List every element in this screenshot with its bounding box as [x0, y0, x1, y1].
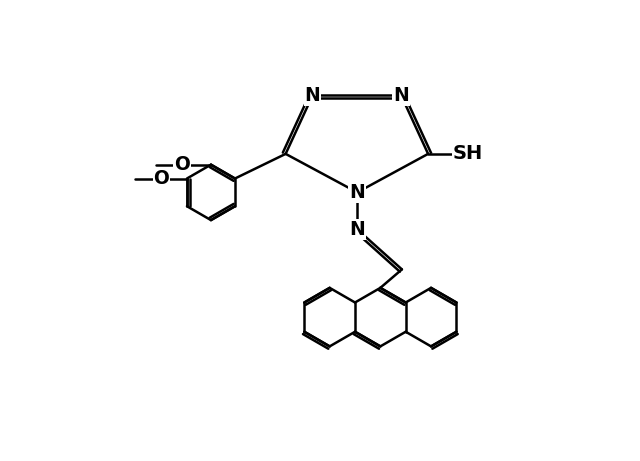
Text: N: N — [349, 220, 365, 239]
Text: N: N — [349, 183, 365, 202]
Text: O: O — [174, 155, 189, 174]
Text: N: N — [393, 86, 409, 105]
Text: N: N — [305, 86, 321, 105]
Text: O: O — [154, 169, 170, 188]
Text: SH: SH — [453, 144, 483, 163]
